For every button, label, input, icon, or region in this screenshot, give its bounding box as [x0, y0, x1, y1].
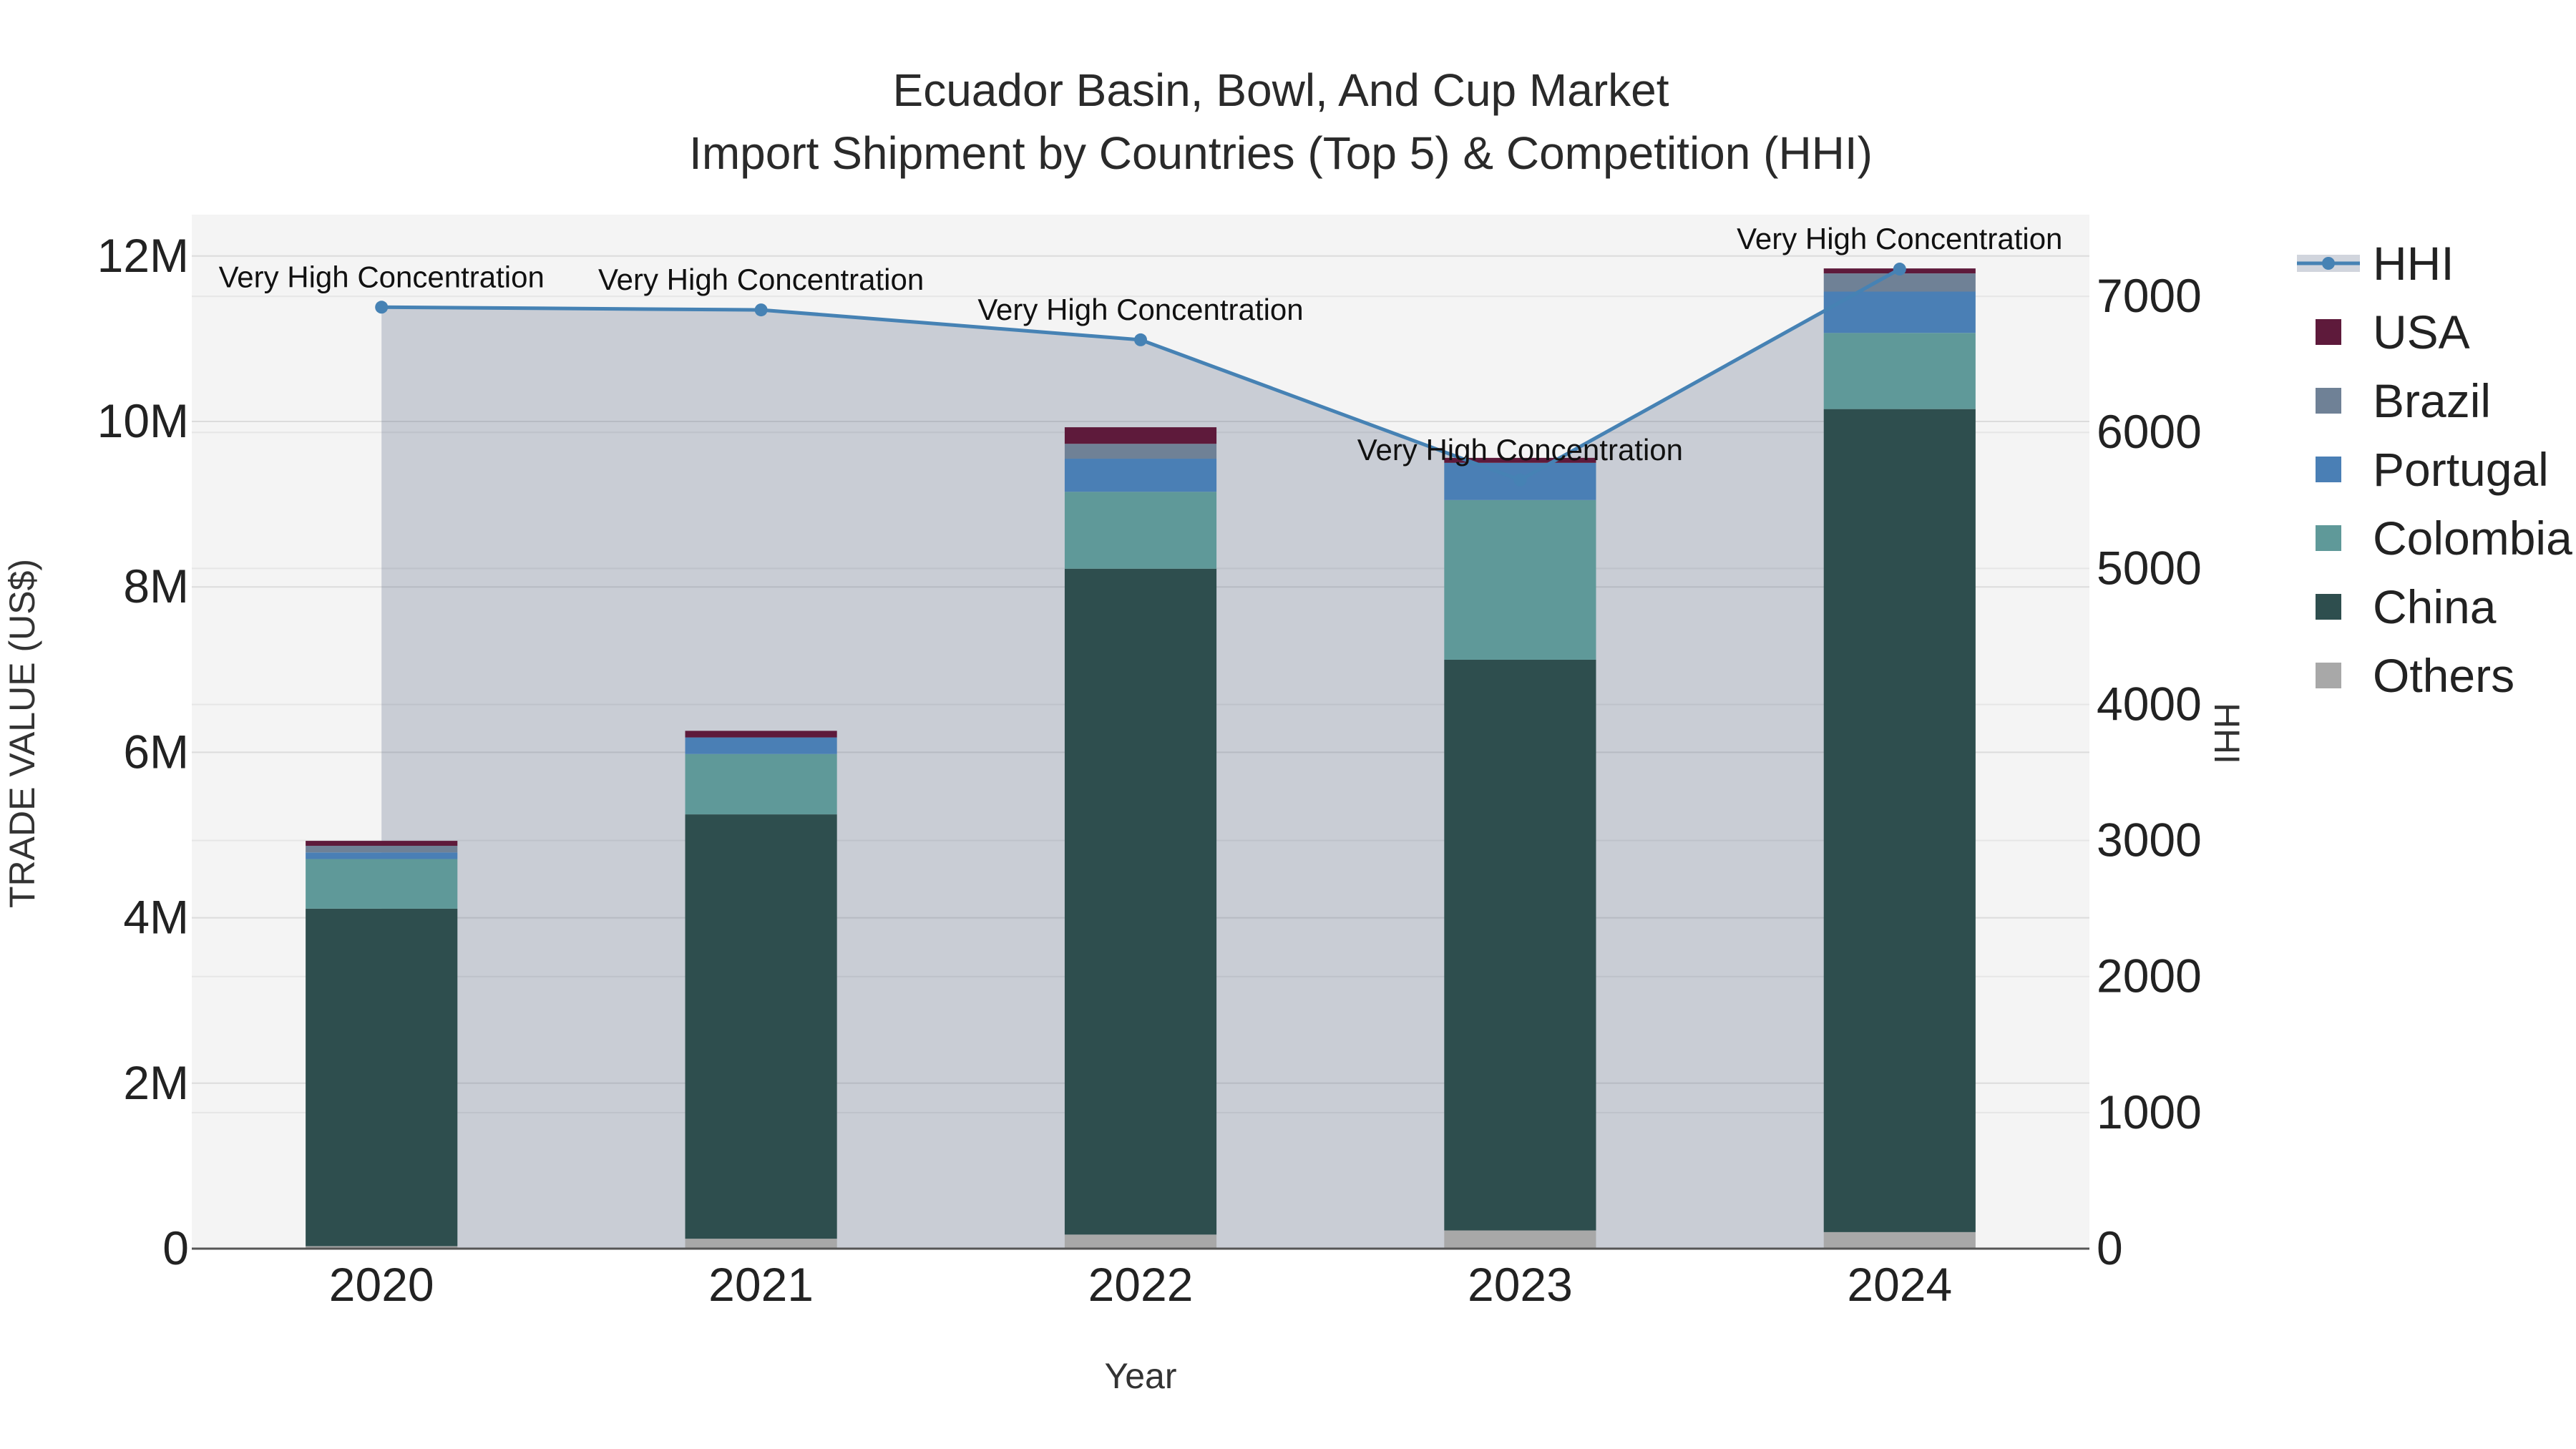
bars-layer: [306, 268, 1976, 1249]
bar-brazil-2022[interactable]: [1064, 444, 1217, 459]
legend-swatch-others: [2316, 663, 2341, 688]
y2-tick-label-1: 1000: [2097, 1085, 2202, 1138]
bar-china-2022[interactable]: [1064, 568, 1217, 1235]
y2-tick-label-7: 7000: [2097, 269, 2202, 322]
legend-label-usa: USA: [2373, 306, 2470, 358]
hhi-point-2023[interactable]: [1513, 473, 1527, 487]
x-tick-label-2022: 2022: [1088, 1258, 1194, 1311]
y-axis-ticks: 0 2M 4M 6M 8M 10M 12M: [97, 229, 189, 1274]
y-tick-label-3: 6M: [123, 725, 189, 778]
hhi-line-layer: [375, 263, 1906, 487]
bar-others-2022[interactable]: [1064, 1234, 1217, 1249]
hhi-annotation-2020: Very High Concentration: [219, 260, 545, 293]
y2-tick-label-6: 6000: [2097, 405, 2202, 458]
bar-usa-2023[interactable]: [1444, 457, 1596, 463]
bar-others-2021[interactable]: [685, 1239, 837, 1249]
y-tick-label-4: 8M: [123, 560, 189, 613]
legend-item-portugal[interactable]: Portugal: [2316, 443, 2549, 496]
legend-item-china[interactable]: China: [2316, 580, 2497, 633]
y2-tick-label-0: 0: [2097, 1221, 2123, 1274]
bar-colombia-2021[interactable]: [685, 753, 837, 815]
bar-china-2023[interactable]: [1444, 659, 1596, 1231]
hhi-point-2020[interactable]: [375, 301, 389, 314]
y2-axis-title: HHI: [2207, 703, 2247, 764]
x-tick-label-2020: 2020: [329, 1258, 434, 1311]
y2-tick-label-2: 2000: [2097, 950, 2202, 1002]
bar-usa-2021[interactable]: [685, 731, 837, 738]
bar-portugal-2021[interactable]: [685, 737, 837, 754]
legend-item-others[interactable]: Others: [2316, 649, 2514, 702]
y-tick-label-0: 0: [162, 1221, 189, 1274]
legend-label-portugal: Portugal: [2373, 443, 2549, 496]
bar-usa-2022[interactable]: [1064, 427, 1217, 444]
legend-swatch-brazil: [2316, 388, 2341, 414]
y-axis-title: TRADE VALUE (US$): [2, 559, 42, 908]
bar-china-2024[interactable]: [1823, 409, 1976, 1232]
hhi-annotation-2023: Very High Concentration: [1357, 433, 1683, 467]
hhi-point-2021[interactable]: [754, 303, 768, 317]
bar-china-2021[interactable]: [685, 814, 837, 1239]
hhi-point-2024[interactable]: [1893, 263, 1906, 276]
bar-others-2023[interactable]: [1444, 1230, 1596, 1249]
legend-label-others: Others: [2373, 649, 2514, 702]
legend-label-colombia: Colombia: [2373, 512, 2572, 565]
legend-label-china: China: [2373, 580, 2497, 633]
legend[interactable]: HHI USA Brazil Portugal Colombia China Others: [2297, 237, 2572, 702]
bar-colombia-2020[interactable]: [306, 859, 458, 909]
bar-brazil-2024[interactable]: [1823, 273, 1976, 292]
bar-brazil-2020[interactable]: [306, 846, 458, 853]
y2-axis-ticks: 0 1000 2000 3000 4000 5000 6000 7000: [2097, 269, 2202, 1274]
legend-swatch-usa: [2316, 319, 2341, 345]
bar-colombia-2023[interactable]: [1444, 499, 1596, 660]
y2-tick-label-3: 3000: [2097, 814, 2202, 867]
hhi-annotation-2022: Very High Concentration: [977, 293, 1303, 326]
legend-swatch-colombia: [2316, 525, 2341, 551]
bar-portugal-2020[interactable]: [306, 852, 458, 859]
y-tick-label-1: 2M: [123, 1056, 189, 1109]
x-axis-title: Year: [1104, 1356, 1176, 1396]
legend-label-brazil: Brazil: [2373, 374, 2491, 427]
y-tick-label-6: 12M: [97, 229, 189, 282]
legend-item-usa[interactable]: USA: [2316, 306, 2470, 358]
bar-portugal-2022[interactable]: [1064, 459, 1217, 492]
y2-tick-label-5: 5000: [2097, 541, 2202, 594]
bar-china-2020[interactable]: [306, 908, 458, 1246]
legend-item-colombia[interactable]: Colombia: [2316, 512, 2572, 565]
y-tick-label-2: 4M: [123, 891, 189, 944]
hhi-annotation-2021: Very High Concentration: [598, 263, 924, 296]
x-tick-label-2023: 2023: [1468, 1258, 1573, 1311]
bar-others-2024[interactable]: [1823, 1231, 1976, 1249]
y2-tick-label-4: 4000: [2097, 677, 2202, 730]
y-tick-label-5: 10M: [97, 394, 189, 447]
bar-colombia-2022[interactable]: [1064, 492, 1217, 569]
legend-swatch-portugal: [2316, 457, 2341, 482]
legend-label-hhi: HHI: [2373, 237, 2454, 290]
legend-item-hhi[interactable]: HHI: [2297, 237, 2454, 290]
chart-title-line-1: Ecuador Basin, Bowl, And Cup Market: [893, 64, 1669, 116]
x-tick-label-2021: 2021: [708, 1258, 814, 1311]
legend-swatch-china: [2316, 594, 2341, 620]
x-tick-label-2024: 2024: [1847, 1258, 1952, 1311]
bar-others-2020[interactable]: [306, 1246, 458, 1249]
hhi-point-2022[interactable]: [1134, 333, 1147, 346]
bar-colombia-2024[interactable]: [1823, 333, 1976, 409]
x-axis-ticks: 2020 2021 2022 2023 2024: [329, 1258, 1952, 1311]
chart-title: Ecuador Basin, Bowl, And Cup Market Impo…: [689, 64, 1873, 179]
legend-item-brazil[interactable]: Brazil: [2316, 374, 2491, 427]
chart-title-line-2: Import Shipment by Countries (Top 5) & C…: [689, 127, 1873, 179]
legend-swatch-hhi-marker: [2322, 257, 2335, 270]
hhi-annotations: Very High Concentration Very High Concent…: [219, 222, 2063, 467]
bar-usa-2020[interactable]: [306, 841, 458, 847]
hhi-annotation-2024: Very High Concentration: [1737, 222, 2062, 255]
